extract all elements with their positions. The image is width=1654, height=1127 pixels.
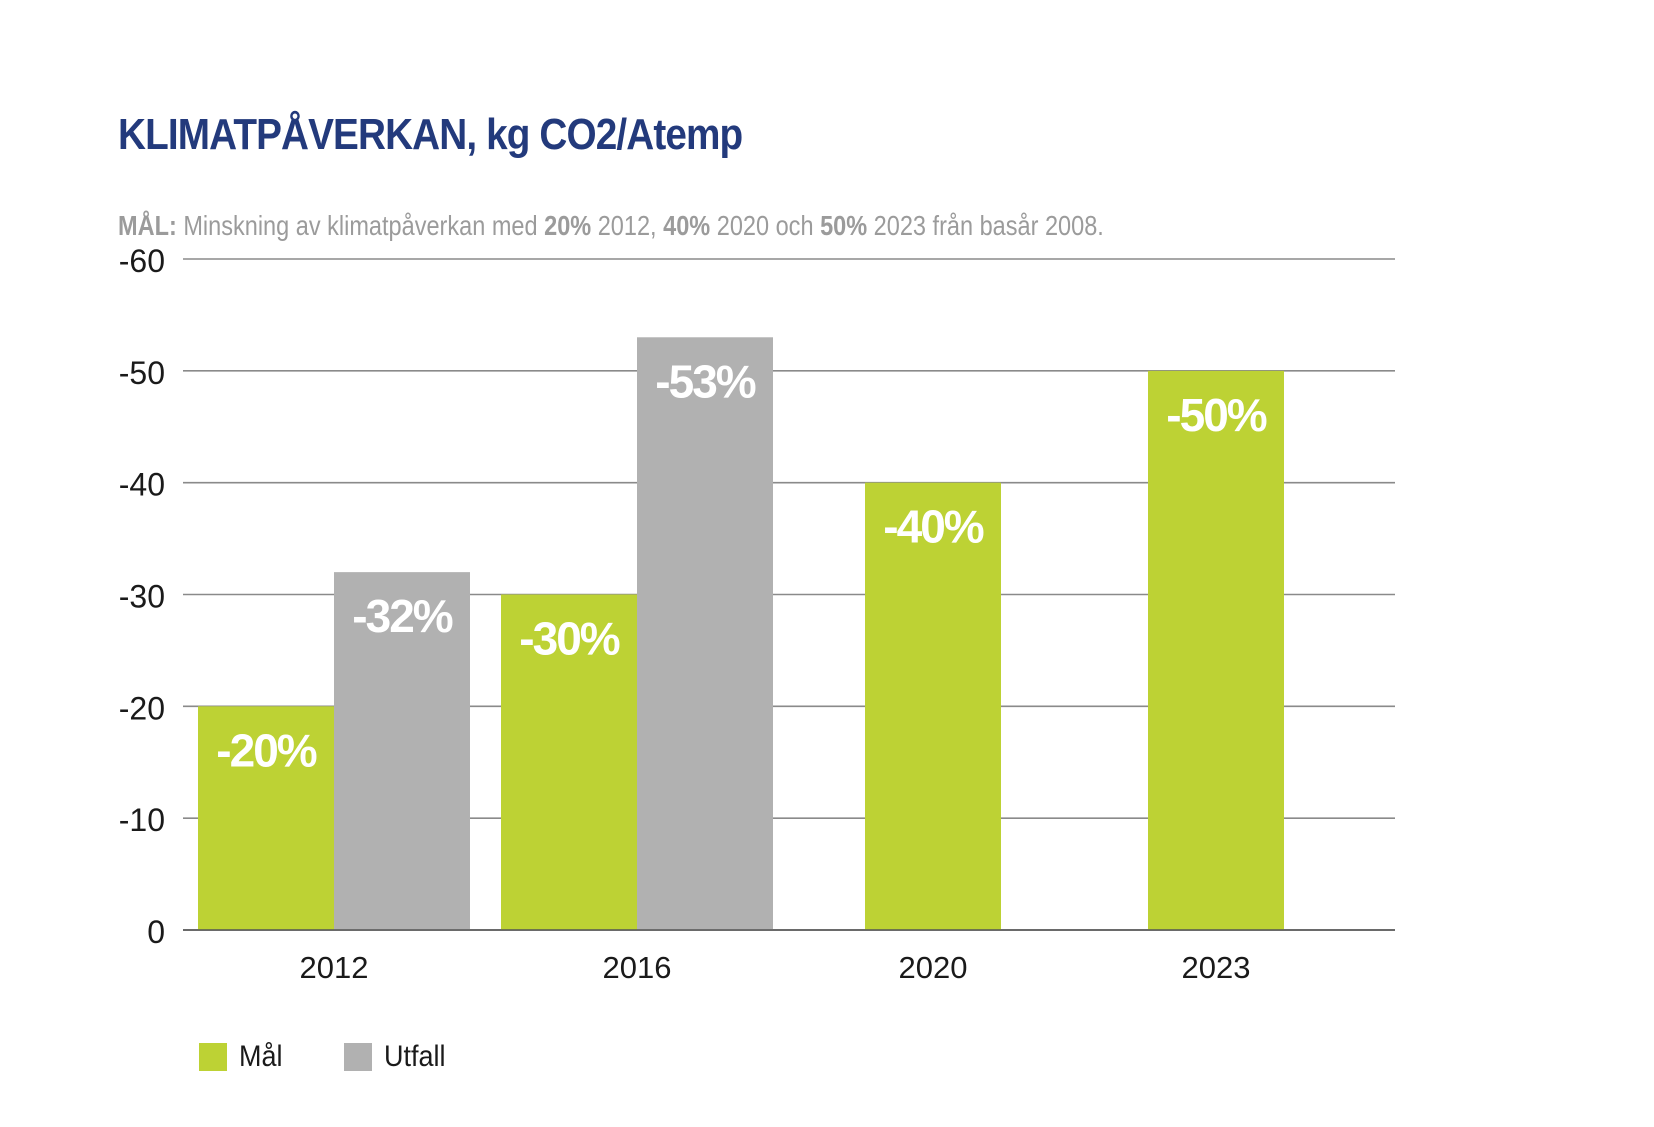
subtitle-part: 40% xyxy=(663,210,711,241)
y-tick-label: -60 xyxy=(119,243,165,279)
chart-subtitle: MÅL: Minskning av klimatpåverkan med 20%… xyxy=(118,210,1104,242)
x-tick-label: 2023 xyxy=(1182,950,1251,985)
bar-mal-2016 xyxy=(501,594,637,930)
y-tick-label: -50 xyxy=(119,355,165,391)
bar-mal-2020 xyxy=(865,482,1001,930)
x-tick-label: 2020 xyxy=(899,950,968,985)
subtitle-part: 20% xyxy=(544,210,592,241)
subtitle-part: 2012, xyxy=(591,210,664,241)
bar-value-label: -30% xyxy=(519,613,619,665)
subtitle-part: 50% xyxy=(820,210,868,241)
chart-title: KLIMATPÅVERKAN, kg CO2/Atemp xyxy=(118,110,743,159)
bar-chart: 0 -10 -20 -30 -40 -50 -60 -20% -32% 2012 -30% -53% 2… xyxy=(119,243,1395,985)
bar-value-label: -53% xyxy=(655,355,755,407)
y-tick-label: -10 xyxy=(119,802,165,838)
bar-value-label: -20% xyxy=(216,724,316,776)
bar-value-label: -32% xyxy=(352,590,452,642)
bar-value-label: -50% xyxy=(1166,389,1266,441)
legend-label-mal: Mål xyxy=(239,1040,283,1073)
legend-swatch-utfall xyxy=(344,1043,372,1071)
y-tick-label: 0 xyxy=(147,914,165,950)
bar-utfall-2016 xyxy=(637,337,773,930)
legend-item-utfall: Utfall xyxy=(344,1040,452,1074)
bar-value-label: -40% xyxy=(883,501,983,553)
bar-mal-2023 xyxy=(1148,370,1284,930)
x-tick-label: 2012 xyxy=(300,950,369,985)
subtitle-part: 2023 från basår 2008. xyxy=(867,210,1104,241)
subtitle-part: Minskning av klimatpåverkan med xyxy=(176,210,545,241)
bar-utfall-2012 xyxy=(334,572,470,930)
x-tick-label: 2016 xyxy=(603,950,672,985)
subtitle-label: MÅL: xyxy=(118,210,177,241)
subtitle-part: 2020 och xyxy=(710,210,821,241)
bar-mal-2012 xyxy=(198,706,334,930)
legend-swatch-mal xyxy=(199,1043,227,1071)
legend-item-mal: Mål xyxy=(199,1040,287,1074)
y-tick-label: -20 xyxy=(119,690,165,726)
y-tick-label: -30 xyxy=(119,579,165,615)
y-tick-label: -40 xyxy=(119,467,165,503)
legend-label-utfall: Utfall xyxy=(384,1040,446,1073)
